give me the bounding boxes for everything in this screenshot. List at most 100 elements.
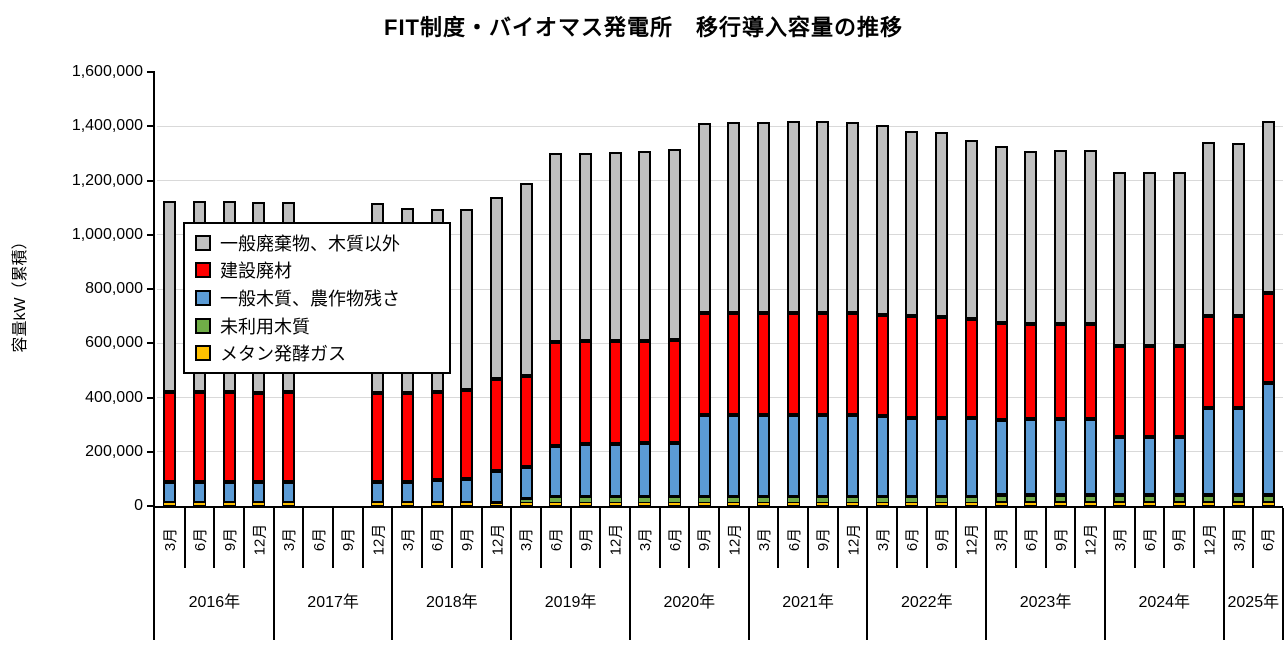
x-month-label: 3月 xyxy=(142,510,198,568)
y-tick-label: 1,000,000 xyxy=(71,225,143,243)
legend-item: メタン発酵ガス xyxy=(195,340,439,366)
month-label-text: 6月 xyxy=(1141,527,1159,551)
bar-segment xyxy=(519,183,533,376)
bar-segment xyxy=(163,200,177,393)
month-separator xyxy=(688,508,691,568)
x-month-label: 12月 xyxy=(825,510,881,568)
year-separator xyxy=(1282,508,1284,640)
month-label-text: 3月 xyxy=(518,527,536,551)
bar-segment xyxy=(697,496,711,503)
month-separator xyxy=(1252,508,1255,568)
x-month-label: 6月 xyxy=(765,510,821,568)
bar-segment xyxy=(282,482,296,504)
x-month-label: 3月 xyxy=(736,510,792,568)
bar-segment xyxy=(964,318,978,419)
bar-segment xyxy=(1083,323,1097,420)
bar-segment xyxy=(282,392,296,483)
legend-swatch-icon xyxy=(195,234,211,251)
bar-segment xyxy=(1261,382,1275,496)
bar-segment xyxy=(1142,437,1156,496)
month-label-text: 3月 xyxy=(637,527,655,551)
y-axis-tick xyxy=(147,233,155,236)
bar-segment xyxy=(875,496,889,503)
month-separator xyxy=(1074,508,1077,568)
bar-segment xyxy=(935,132,949,317)
bar-segment xyxy=(608,341,622,445)
bar-segment xyxy=(1113,345,1127,438)
month-label-text: 3月 xyxy=(281,527,299,551)
year-separator xyxy=(628,508,631,640)
x-month-label: 12月 xyxy=(587,510,643,568)
bar-segment xyxy=(1024,150,1038,324)
bar-segment xyxy=(549,153,563,342)
y-tick-label: 1,400,000 xyxy=(71,117,143,135)
y-tick-label: 600,000 xyxy=(85,334,143,352)
bar-segment xyxy=(1024,419,1038,496)
x-year-label: 2024年 xyxy=(1138,594,1191,611)
bar-segment xyxy=(1113,171,1127,346)
month-separator xyxy=(896,508,899,568)
month-separator xyxy=(450,508,453,568)
legend: 一般廃棄物、木質以外 建設廃材 一般木質、農作物残さ 未利用木質 メタン発酵ガス xyxy=(183,222,451,374)
legend-item: 未利用木質 xyxy=(195,313,439,339)
legend-label: 一般廃棄物、木質以外 xyxy=(220,233,400,254)
month-label-text: 9月 xyxy=(934,527,952,551)
y-axis-tick xyxy=(147,450,155,453)
bar-segment xyxy=(252,482,266,504)
bar-segment xyxy=(489,378,503,472)
legend-label: メタン発酵ガス xyxy=(220,344,346,365)
gridline xyxy=(157,234,1283,236)
bar-segment xyxy=(905,496,919,503)
y-axis-tick xyxy=(147,125,155,128)
x-year-label: 2025年 xyxy=(1227,594,1280,611)
x-month-label: 3月 xyxy=(854,510,910,568)
x-month-label: 9月 xyxy=(1151,510,1207,568)
month-separator xyxy=(658,508,661,568)
bar-segment xyxy=(786,415,800,497)
bar-segment xyxy=(846,313,860,416)
bar-segment xyxy=(1261,293,1275,383)
bar-segment xyxy=(1172,172,1186,346)
bar-segment xyxy=(638,340,652,444)
bar-segment xyxy=(252,392,266,483)
month-separator xyxy=(807,508,810,568)
month-label-text: 12月 xyxy=(726,523,744,555)
bar-segment xyxy=(757,312,771,416)
month-separator xyxy=(421,508,424,568)
month-label-text: 3月 xyxy=(162,527,180,551)
bar-segment xyxy=(727,496,741,503)
bar-segment xyxy=(638,443,652,498)
bar-segment xyxy=(222,482,236,504)
year-separator xyxy=(1103,508,1106,640)
y-axis-tick xyxy=(147,179,155,182)
month-label-text: 3月 xyxy=(756,527,774,551)
month-label-text: 6月 xyxy=(429,527,447,551)
month-separator xyxy=(777,508,780,568)
bar-segment xyxy=(638,150,652,341)
x-month-label: 6月 xyxy=(1240,510,1287,568)
x-month-label: 9月 xyxy=(914,510,970,568)
y-axis-tick xyxy=(147,288,155,290)
bar-segment xyxy=(875,314,889,417)
y-axis-tick xyxy=(147,505,155,507)
bar-segment xyxy=(846,415,860,497)
bar-segment xyxy=(1261,495,1275,504)
bar-segment xyxy=(1231,142,1245,316)
month-label-text: 9月 xyxy=(1171,527,1189,551)
bar-segment xyxy=(578,341,592,445)
bar-segment xyxy=(1113,495,1127,504)
bar-segment xyxy=(1261,120,1275,294)
y-axis-line xyxy=(153,72,155,640)
x-month-label: 6月 xyxy=(884,510,940,568)
gridline xyxy=(157,342,1283,344)
month-label-text: 3月 xyxy=(1230,527,1248,551)
bar-segment xyxy=(1142,171,1156,346)
bar-segment xyxy=(727,415,741,497)
x-month-label: 3月 xyxy=(1210,510,1266,568)
x-month-label: 6月 xyxy=(646,510,702,568)
x-month-label: 9月 xyxy=(201,510,257,568)
x-month-label: 12月 xyxy=(1062,510,1118,568)
gridline xyxy=(157,397,1283,398)
chart-title: FIT制度・バイオマス発電所 移行導入容量の推移 xyxy=(384,15,903,40)
x-month-label: 6月 xyxy=(172,510,228,568)
